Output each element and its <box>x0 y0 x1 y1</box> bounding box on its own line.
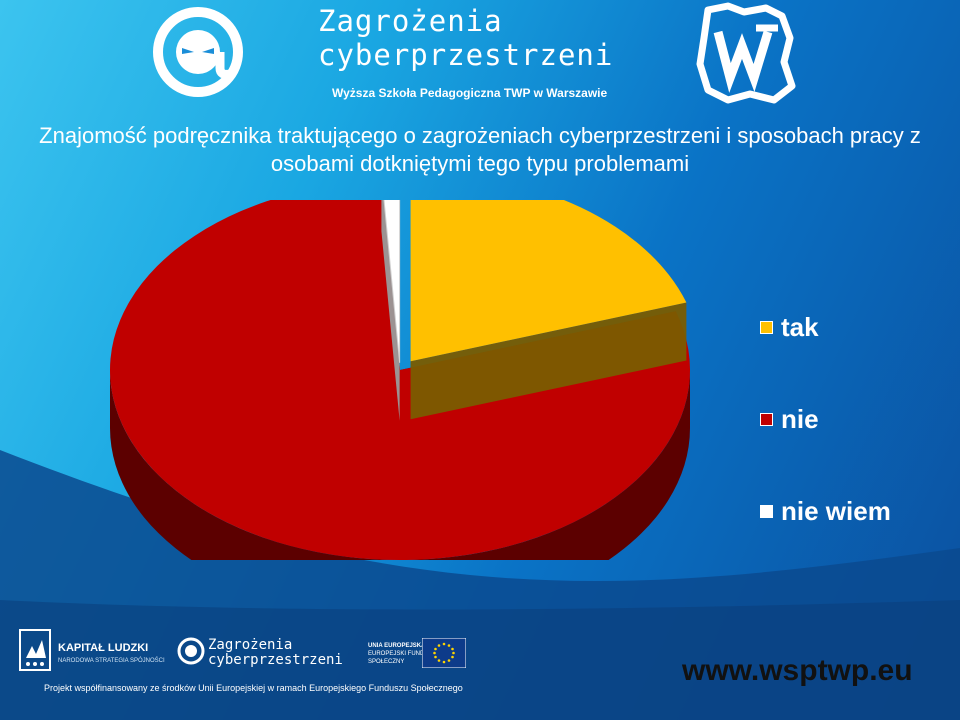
header-title-line1: Zagrożenia <box>318 4 503 38</box>
legend-swatch-nie-wiem <box>760 505 773 518</box>
pie-slice-nie <box>109 200 690 560</box>
header-title: Zagrożenia cyberprzestrzeni <box>318 4 638 72</box>
legend-label-tak: tak <box>781 312 819 342</box>
header-title-line2: cyberprzestrzeni <box>318 38 614 72</box>
legend-item-nie-wiem: nie wiem <box>760 496 891 527</box>
footer-logos: KAPITAŁ LUDZKI NARODOWA STRATEGIA SPÓJNO… <box>18 628 498 678</box>
legend-item-tak: tak <box>760 312 819 343</box>
eu-text: UNIA EUROPEJSKA EUROPEJSKI FUNDUSZ SPOŁE… <box>368 642 438 666</box>
legend-label-nie: nie <box>781 404 819 434</box>
legend-swatch-tak <box>760 321 773 334</box>
chart-title: Znajomość podręcznika traktującego o zag… <box>39 123 921 176</box>
eu-flag-icon <box>422 638 466 668</box>
pie-slice-nie-wiem <box>383 200 401 363</box>
footer-zc-text: Zagrożenia cyberprzestrzeni <box>208 638 343 668</box>
eu-title: UNIA EUROPEJSKA <box>368 643 426 649</box>
website-url[interactable]: www.wsptwp.eu <box>682 654 913 687</box>
cyber-at-logo-icon <box>150 4 246 105</box>
pie-slice-side-nie <box>110 370 690 560</box>
pie-chart: 20%79%1% <box>109 200 690 560</box>
kapital-ludzki-sub: NARODOWA STRATEGIA SPÓJNOŚCI <box>58 658 165 664</box>
kapital-ludzki-label: KAPITAŁ LUDZKI <box>58 642 149 654</box>
footnote: Projekt współfinansowany ze środków Unii… <box>44 683 463 693</box>
footer-zc-line2: cyberprzestrzeni <box>208 652 343 668</box>
pie-slice-wall-1-tak <box>410 302 687 420</box>
legend-swatch-nie <box>760 413 773 426</box>
pie-slice-tak <box>410 200 687 362</box>
footer-at-logo-icon <box>177 637 205 665</box>
legend-item-nie: nie <box>760 404 819 435</box>
kapital-ludzki-logo-icon <box>19 629 51 671</box>
header-subtitle: Wyższa Szkoła Pedagogiczna TWP w Warszaw… <box>332 86 608 100</box>
legend-label-nie-wiem: nie wiem <box>781 496 891 526</box>
footer-zc-line1: Zagrożenia <box>208 637 293 653</box>
eu-sub: EUROPEJSKI FUNDUSZ SPOŁECZNY <box>368 651 437 665</box>
pie-slice-wall-0-nie-wiem <box>381 200 400 421</box>
wsp-twp-logo-icon <box>694 2 798 111</box>
